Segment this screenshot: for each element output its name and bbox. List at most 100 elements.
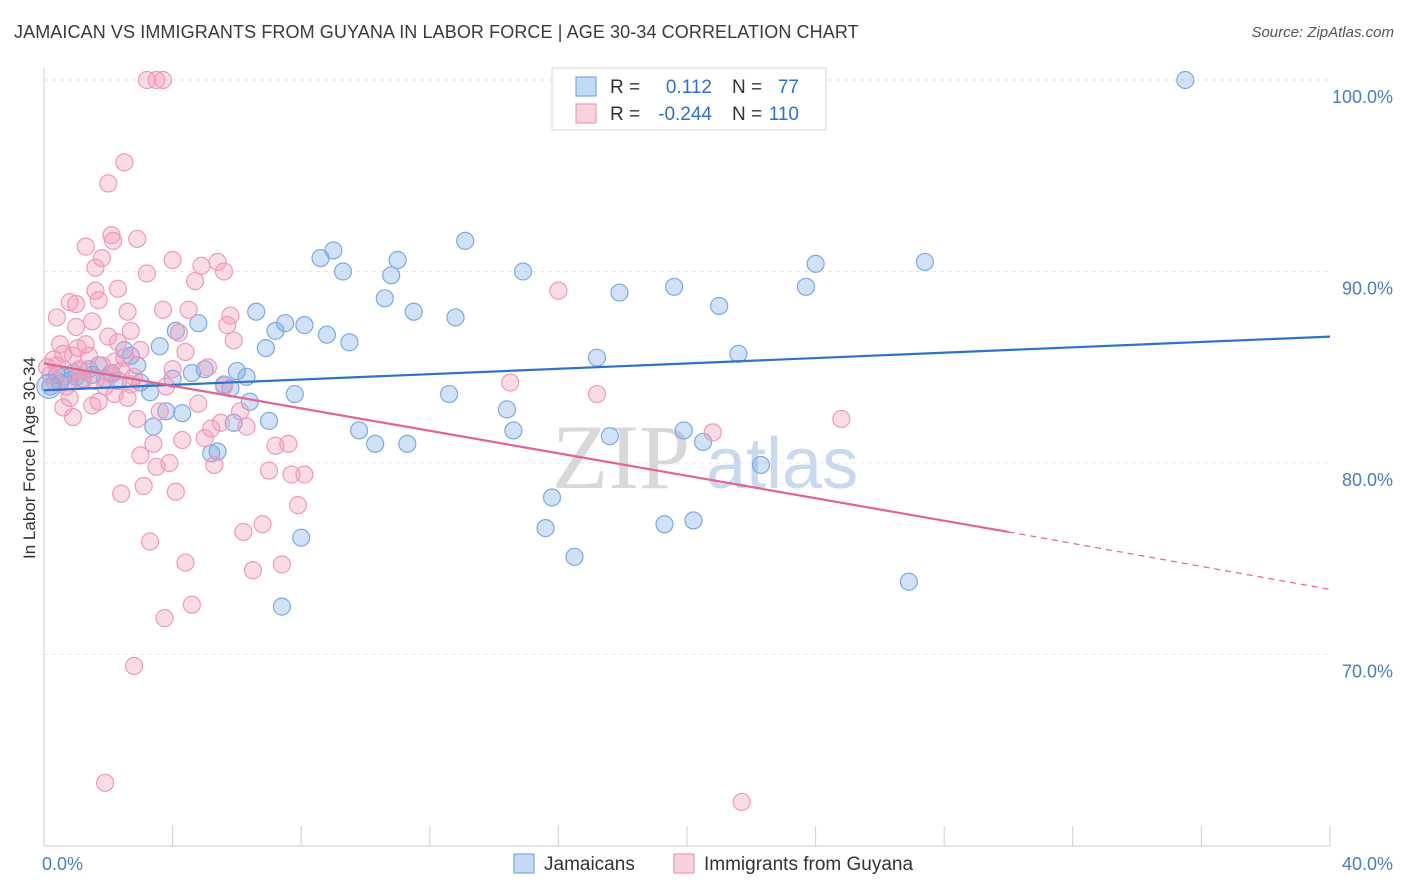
guyana-point [95,773,115,792]
stats-n-value: 110 [769,104,799,125]
guyana-point [108,333,128,352]
stats-swatch [575,76,597,97]
guyana-point [176,342,195,362]
series-name: Jamaicans [544,854,635,875]
guyana-point [150,402,169,421]
guyana-point [501,373,520,392]
guyana-point [198,358,218,377]
jamaican-point [587,348,607,367]
guyana-point [54,398,73,417]
jamaican-point [202,444,221,463]
stats-swatch [575,103,597,124]
x-tick-label-min: 0.0% [42,854,83,874]
y-tick-label: 100.0% [1332,87,1393,107]
jamaican-point [256,339,275,358]
jamaican-point [899,572,918,591]
guyana-point [253,515,272,534]
jamaican-point [157,402,176,421]
guyana-point [295,465,314,484]
watermark-atlas: atlas [706,424,858,504]
jamaican-point [333,262,353,281]
guyana-point [205,455,224,475]
guyana-point [63,407,83,427]
guyana-point [231,402,250,421]
jamaican-point [292,528,311,547]
jamaican-point [36,373,62,399]
guyana-point [50,335,70,354]
jamaican-point [276,314,295,333]
jamaican-point [121,346,140,365]
guyana-point [202,419,221,438]
jamaican-point [806,254,825,273]
guyana-point [57,377,76,396]
guyana-point [83,396,102,415]
jamaican-point [655,515,674,534]
guyana-point [118,388,137,407]
stats-n-label: N = [732,77,762,98]
jamaican-point [340,333,359,352]
guyana-point [243,561,263,580]
jamaican-point [456,231,475,250]
jamaican-point [710,296,729,316]
jamaican-point [266,321,285,340]
guyana-point [155,609,174,628]
jamaican-point [674,421,693,440]
jamaican-point [227,361,246,381]
jamaican-point [729,344,748,363]
series-legend: Jamaicans Immigrants from Guyana [513,853,913,875]
guyana-point [237,417,256,436]
stats-r-label: R = [610,104,640,125]
stats-r-value: 0.112 [666,77,712,98]
jamaican-point [693,432,713,452]
chart-title: JAMAICAN VS IMMIGRANTS FROM GUYANA IN LA… [14,22,859,42]
guyana-point [587,384,607,404]
jamaican-point [144,417,163,436]
jamaican-point [208,442,227,461]
jamaican-point [915,252,935,272]
stats-n-value: 77 [778,77,799,98]
guyana-point [832,409,851,429]
data-points [36,70,1195,812]
guyana-point [224,331,243,350]
guyana-point [259,461,279,480]
y-tick-label: 90.0% [1342,279,1393,299]
guyana-point [169,323,189,342]
jamaican-point [751,455,771,475]
guyana-trend-extension [1008,531,1331,590]
jamaican-point [375,289,394,308]
guyana-point [134,476,153,496]
watermark-zip: ZIP [552,406,690,508]
guyana-point [272,555,292,574]
jamaican-point [600,427,619,446]
guyana-point [214,262,234,281]
jamaican-point [366,434,385,453]
jamaican-point [150,337,169,356]
jamaican-point [497,400,517,419]
jamaican-point [565,547,584,566]
guyana-point [92,248,111,268]
jamaican-point [1176,70,1195,90]
guyana-point [137,70,156,90]
y-tick-label: 80.0% [1342,470,1393,490]
guyana-point [105,352,124,371]
guyana-point [131,340,150,360]
guyana-point [140,532,160,551]
guyana-point [189,394,208,413]
guyana-point [176,553,195,572]
guyana-point [153,70,173,90]
guyana-point [60,293,79,312]
stats-n-label: N = [732,104,762,125]
guyana-point [128,229,147,249]
guyana-point [83,312,102,331]
guyana-point [47,308,66,327]
series-name: Immigrants from Guyana [704,854,913,875]
jamaican-point [513,262,533,281]
jamaican-point [665,277,684,296]
x-tick-label-max: 40.0% [1342,854,1393,874]
jamaican-point [324,241,343,260]
guyana-point [186,271,205,291]
guyana-point [173,430,192,450]
guyana-point [144,434,163,453]
stats-legend-box [551,67,827,131]
